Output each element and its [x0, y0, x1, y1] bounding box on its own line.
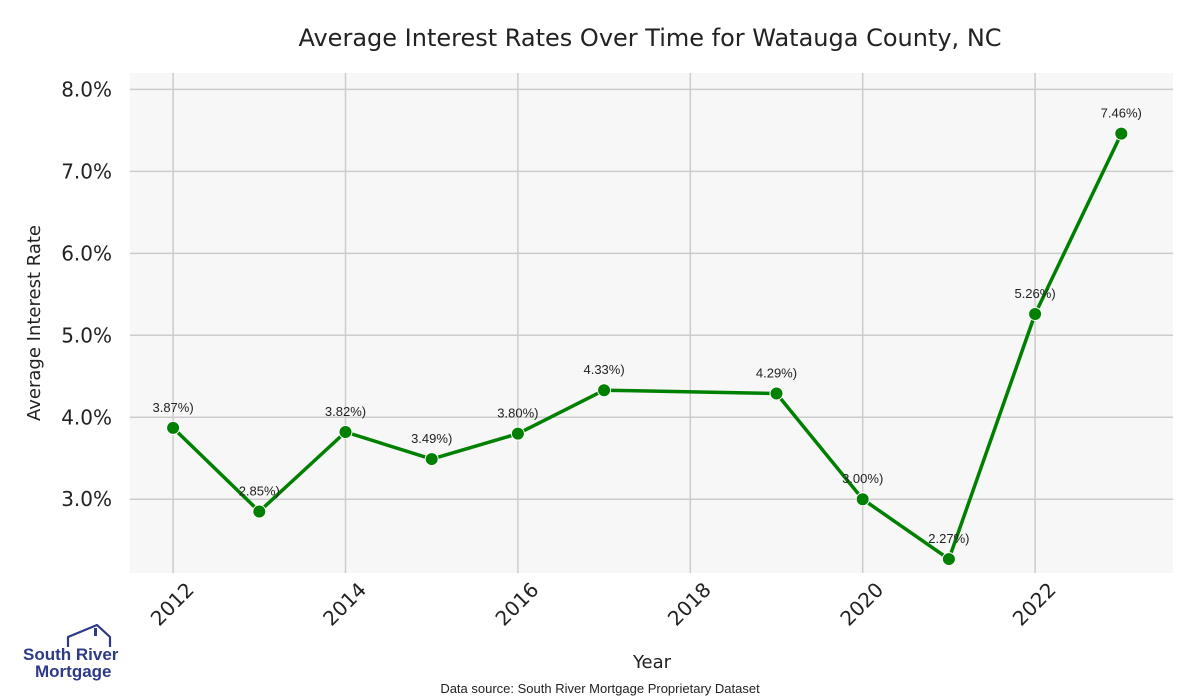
- logo-line-2: Mortgage: [35, 662, 112, 681]
- data-label: 3.82%): [325, 404, 366, 419]
- data-point: [252, 504, 267, 519]
- data-label: 2.27%): [928, 531, 969, 546]
- x-tick-label: 2022: [1008, 578, 1061, 631]
- data-point: [166, 420, 181, 435]
- data-source: Data source: South River Mortgage Propri…: [440, 681, 760, 696]
- x-tick-label: 2016: [490, 578, 543, 631]
- x-axis-ticks: 2012 2014 2016 2018 2020 2022: [146, 578, 1061, 631]
- data-point: [1114, 126, 1129, 141]
- x-tick-label: 2020: [835, 578, 888, 631]
- logo: South River Mortgage: [23, 623, 119, 681]
- data-point: [1028, 306, 1043, 321]
- data-point: [338, 425, 353, 440]
- y-tick-label: 8.0%: [61, 77, 112, 101]
- x-tick-label: 2012: [146, 578, 199, 631]
- house-icon: [66, 623, 112, 647]
- data-point: [510, 426, 525, 441]
- y-tick-label: 7.0%: [61, 159, 112, 183]
- grid: [130, 73, 1173, 573]
- y-tick-label: 4.0%: [61, 405, 112, 429]
- x-tick-label: 2018: [663, 578, 716, 631]
- data-point: [769, 386, 784, 401]
- data-label: 4.33%): [583, 362, 624, 377]
- plot-area: [130, 73, 1173, 573]
- data-label: 4.29%): [756, 365, 797, 380]
- chart-title: Average Interest Rates Over Time for Wat…: [298, 24, 1001, 52]
- x-axis-label: Year: [632, 652, 672, 673]
- data-point: [597, 383, 612, 398]
- data-labels: 3.87%) 2.85%) 3.82%) 3.49%) 3.80%) 4.33%) 4.29…: [152, 106, 1141, 546]
- data-point: [424, 452, 439, 467]
- data-label: 5.26%): [1014, 286, 1055, 301]
- data-label: 3.00%): [842, 471, 883, 486]
- data-label: 3.49%): [411, 431, 452, 446]
- y-axis-ticks: 3.0% 4.0% 5.0% 6.0% 7.0% 8.0%: [61, 77, 112, 511]
- data-label: 3.87%): [152, 400, 193, 415]
- x-tick-label: 2014: [318, 578, 371, 631]
- data-label: 2.85%): [239, 484, 280, 499]
- chimney-icon: [94, 628, 97, 636]
- data-point: [941, 552, 956, 567]
- y-axis-label: Average Interest Rate: [24, 225, 45, 421]
- y-tick-label: 3.0%: [61, 487, 112, 511]
- y-tick-label: 6.0%: [61, 241, 112, 265]
- data-point: [855, 492, 870, 507]
- logo-line-1: South River: [23, 645, 119, 664]
- data-label: 7.46%): [1101, 106, 1142, 121]
- data-label: 3.80%): [497, 406, 538, 421]
- y-tick-label: 5.0%: [61, 323, 112, 347]
- data-points: [166, 126, 1129, 567]
